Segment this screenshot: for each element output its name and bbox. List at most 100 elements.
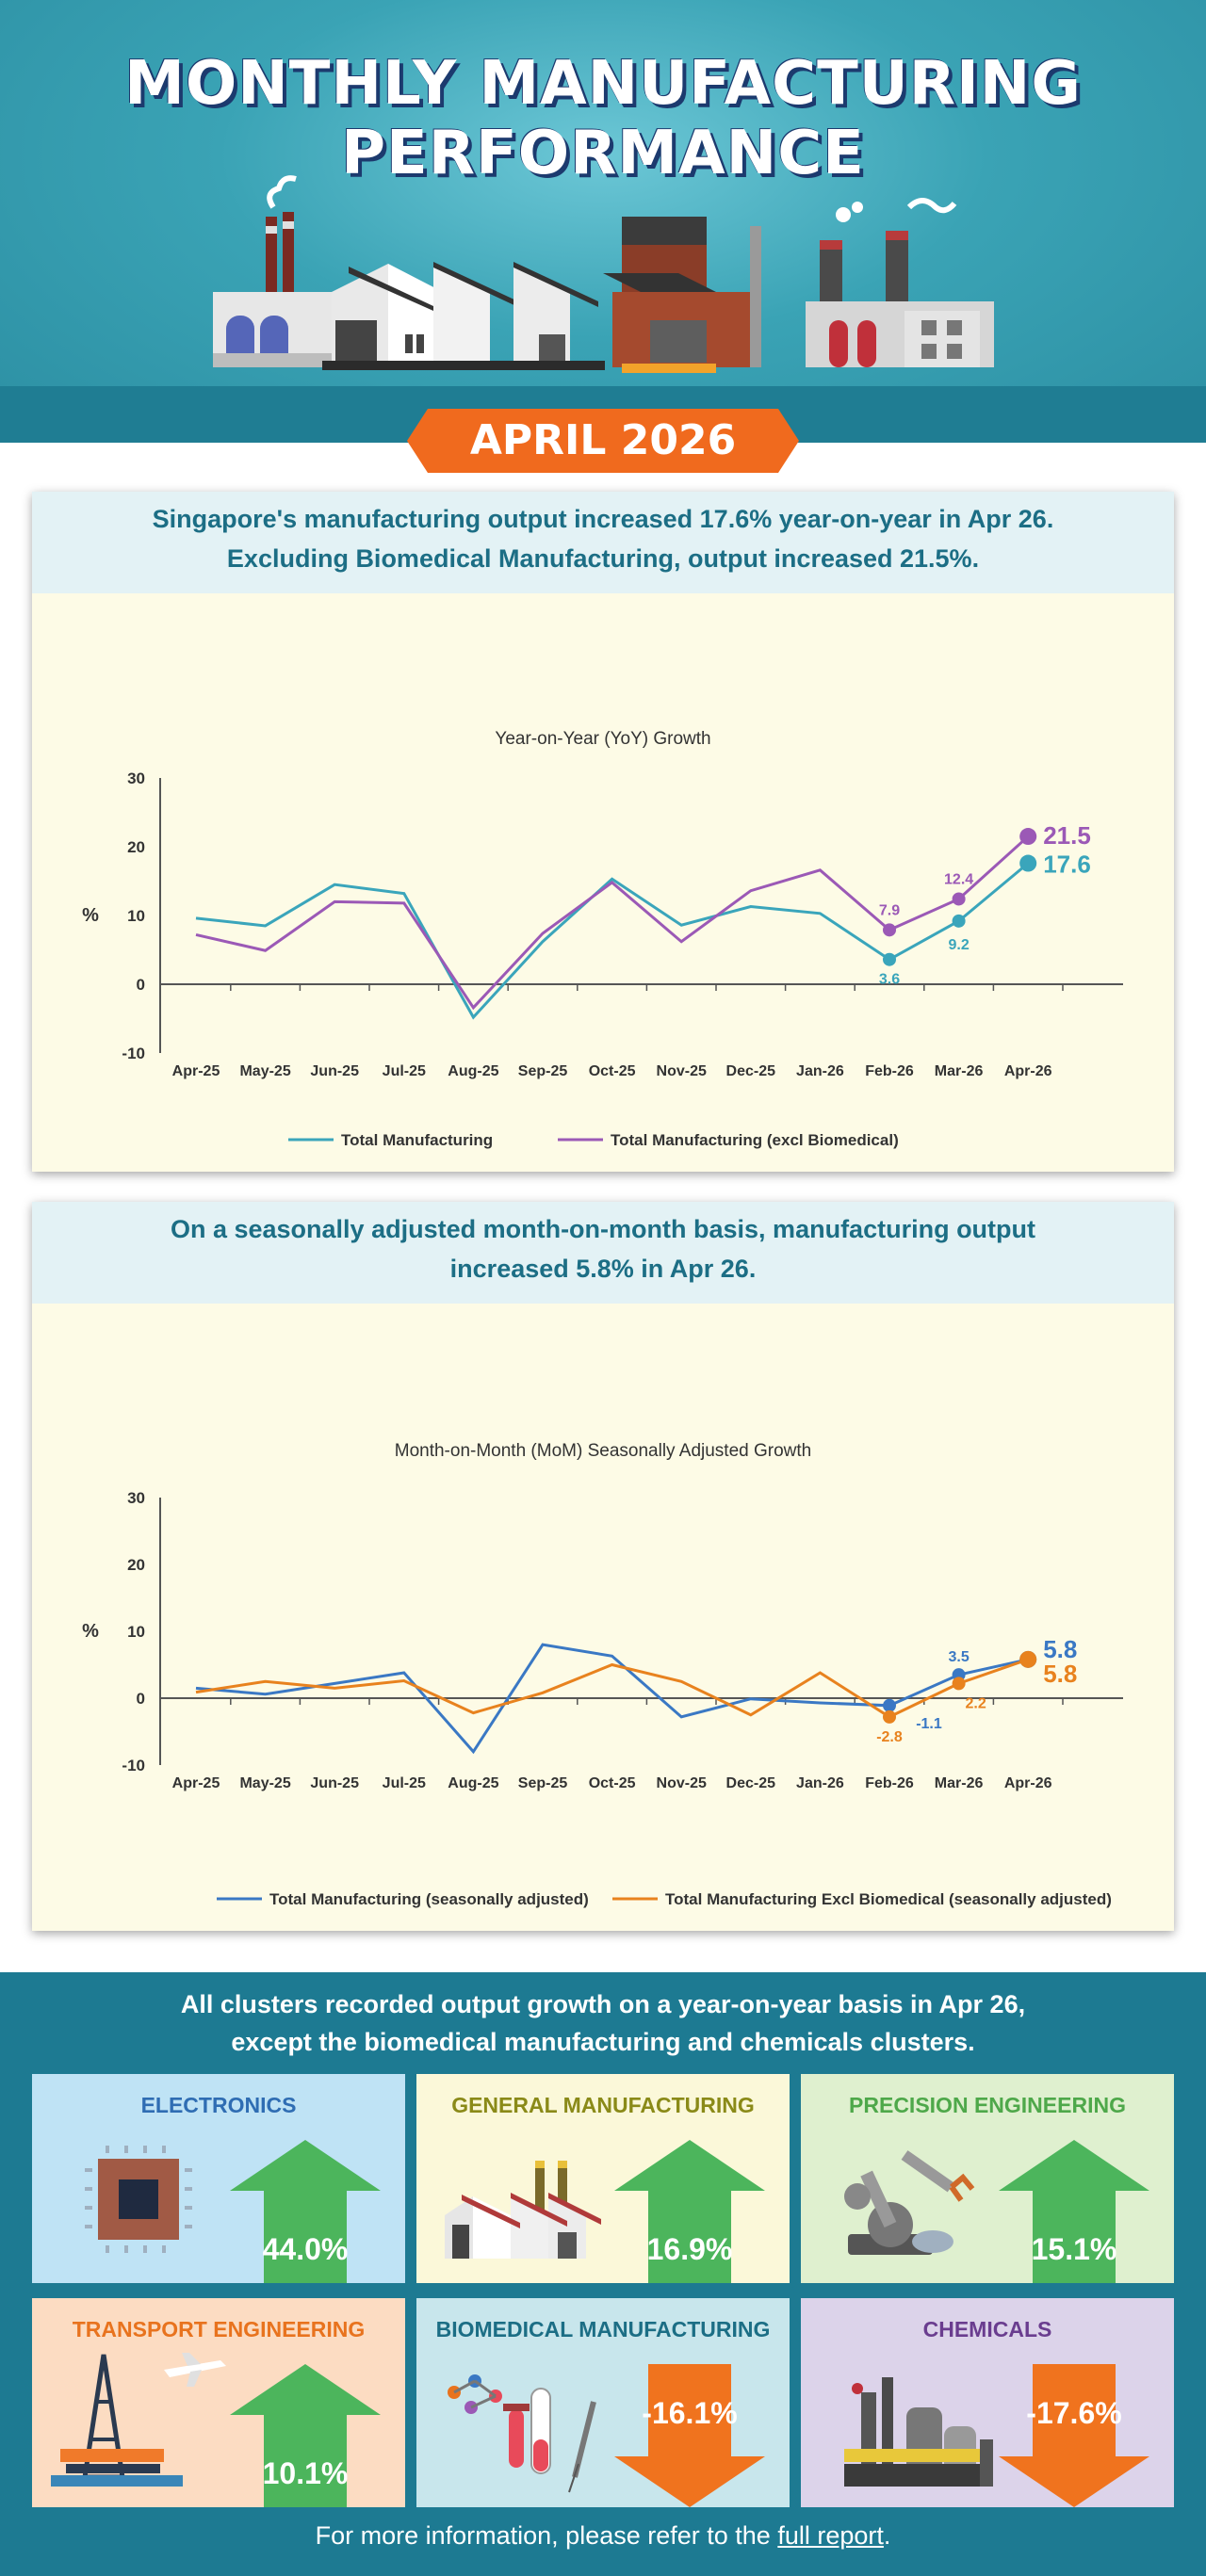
y-axis-label: % xyxy=(82,1621,99,1642)
up-arrow-icon xyxy=(230,2140,381,2283)
cluster-growth-value: 16.9% xyxy=(646,2232,733,2266)
cluster-card: ELECTRONICS 44.0% xyxy=(32,2074,405,2283)
report-month: APRIL 2026 xyxy=(469,416,737,464)
y-tick-label: -10 xyxy=(122,1757,145,1774)
factory-illustration xyxy=(213,175,994,373)
cluster-name: CHEMICALS xyxy=(922,2317,1052,2341)
data-label: 17.6 xyxy=(1043,851,1091,879)
y-tick-label: -10 xyxy=(122,1045,145,1062)
mom-headline-line-2: increased 5.8% in Apr 26. xyxy=(449,1255,757,1283)
month-banner-shape xyxy=(407,409,799,473)
x-tick-label: Jan-26 xyxy=(796,1063,844,1079)
x-tick-label: Jun-25 xyxy=(310,1775,359,1791)
cluster-growth-value: -16.1% xyxy=(642,2396,738,2430)
chart-title: Year-on-Year (YoY) Growth xyxy=(495,729,710,749)
x-tick-label: Jul-25 xyxy=(383,1775,426,1791)
x-tick-label: Oct-25 xyxy=(589,1775,636,1791)
data-point xyxy=(952,892,966,906)
x-tick-label: Apr-25 xyxy=(172,1775,220,1791)
cluster-name: GENERAL MANUFACTURING xyxy=(451,2093,755,2117)
x-tick-label: May-25 xyxy=(239,1063,290,1079)
mom-line-chart: Month-on-Month (MoM) Seasonally Adjusted… xyxy=(82,1441,1123,1908)
footer-text: For more information, please refer to th… xyxy=(315,2521,778,2550)
x-tick-label: Dec-25 xyxy=(726,1775,776,1791)
y-tick-label: 0 xyxy=(137,976,145,994)
x-tick-label: Nov-25 xyxy=(657,1775,707,1791)
data-point xyxy=(1019,828,1037,846)
data-point xyxy=(883,923,896,937)
mom-headline: On a seasonally adjusted month-on-month … xyxy=(32,1202,1174,1304)
cluster-growth-value: 44.0% xyxy=(262,2232,349,2266)
cluster-card: PRECISION ENGINEERING 15.1% xyxy=(801,2074,1174,2283)
y-tick-label: 10 xyxy=(127,1623,145,1641)
data-label: 5.8 xyxy=(1043,1635,1077,1663)
data-label: 12.4 xyxy=(944,871,973,887)
yoy-headline: Singapore's manufacturing output increas… xyxy=(32,492,1174,593)
cluster-card: BIOMEDICAL MANUFACTURING -16.1% xyxy=(416,2298,790,2507)
x-tick-label: Dec-25 xyxy=(726,1063,776,1079)
data-point xyxy=(883,1698,896,1712)
x-tick-label: Apr-25 xyxy=(172,1063,220,1079)
x-tick-label: Aug-25 xyxy=(448,1775,498,1791)
title-line-1: MONTHLY MANUFACTURING xyxy=(124,49,1082,119)
cluster-card: GENERAL MANUFACTURING 16.9% xyxy=(416,2074,790,2283)
x-tick-label: Feb-26 xyxy=(865,1063,914,1079)
x-tick-label: Apr-26 xyxy=(1004,1775,1052,1791)
yoy-line-chart: Year-on-Year (YoY) Growth% 30 20 10 0 -10 Apr-… xyxy=(82,729,1123,1149)
footer-period: . xyxy=(883,2521,891,2550)
x-tick-label: Mar-26 xyxy=(935,1063,984,1079)
data-point xyxy=(1019,1650,1037,1668)
y-tick-label: 30 xyxy=(127,1489,145,1507)
series-line xyxy=(195,1658,1029,1719)
data-point xyxy=(883,1709,896,1724)
chemical-plant-icon xyxy=(844,2377,993,2487)
footer-note: For more information, please refer to th… xyxy=(0,2521,1206,2551)
x-tick-label: Aug-25 xyxy=(448,1063,498,1079)
data-point xyxy=(883,952,896,966)
data-point xyxy=(952,1677,966,1691)
clusters-headline-line-2: except the biomedical manufacturing and … xyxy=(231,2028,975,2056)
chart-title: Month-on-Month (MoM) Seasonally Adjusted… xyxy=(395,1441,811,1461)
up-arrow-icon xyxy=(999,2140,1149,2283)
y-tick-label: 0 xyxy=(137,1690,145,1708)
full-report-link[interactable]: full report xyxy=(777,2521,884,2550)
x-tick-label: Nov-25 xyxy=(657,1063,707,1079)
legend-label: Total Manufacturing (excl Biomedical) xyxy=(611,1131,899,1149)
legend-label: Total Manufacturing xyxy=(341,1131,493,1149)
cluster-name: PRECISION ENGINEERING xyxy=(849,2093,1126,2117)
data-point xyxy=(952,914,966,928)
y-tick-label: 20 xyxy=(127,1556,145,1574)
x-tick-label: Apr-26 xyxy=(1004,1063,1052,1079)
x-tick-label: Jul-25 xyxy=(383,1063,426,1079)
data-label: -2.8 xyxy=(876,1729,903,1745)
y-tick-label: 10 xyxy=(127,907,145,925)
cluster-card: CHEMICALS -17.6% xyxy=(801,2298,1174,2507)
down-arrow-icon xyxy=(614,2364,765,2507)
cluster-card: TRANSPORT ENGINEERING 10.1% xyxy=(32,2298,405,2507)
yoy-chart-panel: Singapore's manufacturing output increas… xyxy=(32,492,1174,1172)
cluster-growth-value: -17.6% xyxy=(1026,2396,1122,2430)
lab-syringe-icon xyxy=(448,2374,596,2493)
x-tick-label: Jun-25 xyxy=(310,1063,359,1079)
y-axis-label: % xyxy=(82,905,99,926)
title-line-2: PERFORMANCE xyxy=(341,119,865,188)
series-line xyxy=(195,862,1030,1020)
data-label: 5.8 xyxy=(1043,1660,1077,1688)
up-arrow-icon xyxy=(230,2364,381,2507)
data-label: 9.2 xyxy=(948,937,969,953)
x-tick-label: Sep-25 xyxy=(518,1775,568,1791)
factory-icon xyxy=(445,2161,601,2259)
chip-icon xyxy=(85,2146,192,2253)
data-point xyxy=(1019,854,1037,872)
legend-label: Total Manufacturing Excl Biomedical (sea… xyxy=(665,1890,1112,1908)
clusters-headline: All clusters recorded output growth on a… xyxy=(0,1985,1206,2061)
series-line xyxy=(195,834,1030,1011)
y-tick-label: 20 xyxy=(127,838,145,856)
x-tick-label: Feb-26 xyxy=(865,1775,914,1791)
page-title: MONTHLY MANUFACTURING PERFORMANCE xyxy=(0,49,1206,188)
x-tick-label: Jan-26 xyxy=(796,1775,844,1791)
oil-rig-airplane-icon xyxy=(51,2353,226,2487)
cluster-name: TRANSPORT ENGINEERING xyxy=(72,2317,366,2341)
data-label: 3.5 xyxy=(948,1649,969,1665)
mom-headline-line-1: On a seasonally adjusted month-on-month … xyxy=(170,1215,1036,1243)
